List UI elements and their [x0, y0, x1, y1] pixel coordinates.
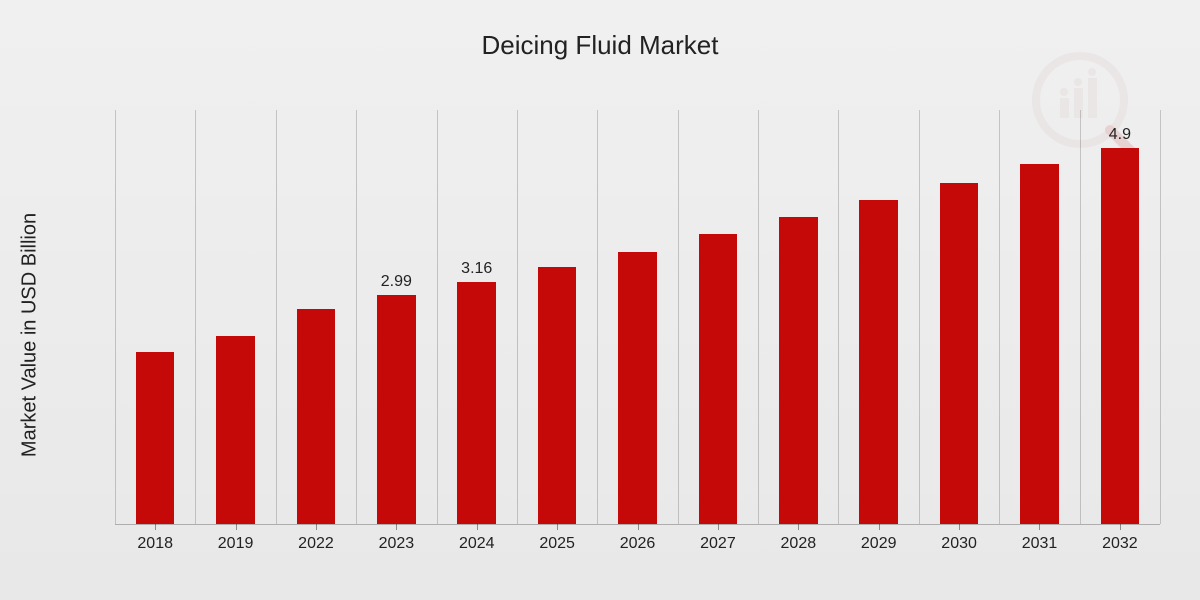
bar-slot: [276, 110, 356, 524]
bar-slot: 2.99: [356, 110, 436, 524]
bar-value-label: 4.9: [1070, 126, 1170, 144]
bar: 3.16: [457, 282, 496, 524]
bar: [940, 183, 979, 524]
x-tick: 2019: [195, 525, 275, 560]
bar: [136, 352, 175, 525]
x-tick: 2030: [919, 525, 999, 560]
grid-line: [1160, 110, 1161, 524]
bar-slot: 3.16: [437, 110, 517, 524]
bar: [1020, 164, 1059, 524]
bar-slot: [758, 110, 838, 524]
bar-slot: [115, 110, 195, 524]
bar-slot: [839, 110, 919, 524]
bar-slot: [195, 110, 275, 524]
bar-slot: [919, 110, 999, 524]
x-tick: 2031: [999, 525, 1079, 560]
bar-value-label: 3.16: [427, 260, 527, 278]
x-tick: 2025: [517, 525, 597, 560]
x-tick: 2027: [678, 525, 758, 560]
bar: [859, 200, 898, 524]
bar: [538, 267, 577, 524]
bar-slot: [999, 110, 1079, 524]
bar: [216, 336, 255, 524]
bar-slot: [597, 110, 677, 524]
bar: 2.99: [377, 295, 416, 524]
x-tick: 2018: [115, 525, 195, 560]
y-axis-label: Market Value in USD Billion: [19, 213, 42, 457]
bar: 4.9: [1101, 148, 1140, 524]
bar: [779, 217, 818, 524]
x-axis: 2018201920222023202420252026202720282029…: [115, 525, 1160, 560]
bar: [699, 234, 738, 524]
x-tick: 2026: [597, 525, 677, 560]
x-tick: 2029: [839, 525, 919, 560]
x-tick: 2022: [276, 525, 356, 560]
bar-slot: [678, 110, 758, 524]
bar: [297, 309, 336, 524]
x-tick: 2023: [356, 525, 436, 560]
x-tick: 2032: [1080, 525, 1160, 560]
bar-slot: [517, 110, 597, 524]
bar: [618, 252, 657, 524]
x-tick: 2024: [437, 525, 517, 560]
x-tick: 2028: [758, 525, 838, 560]
bar-slot: 4.9: [1080, 110, 1160, 524]
chart-container: Market Value in USD Billion 2.993.164.9 …: [60, 110, 1170, 560]
plot-area: 2.99 3.16 4.9: [115, 110, 1160, 525]
chart-title: Deicing Fluid Market: [0, 0, 1200, 71]
